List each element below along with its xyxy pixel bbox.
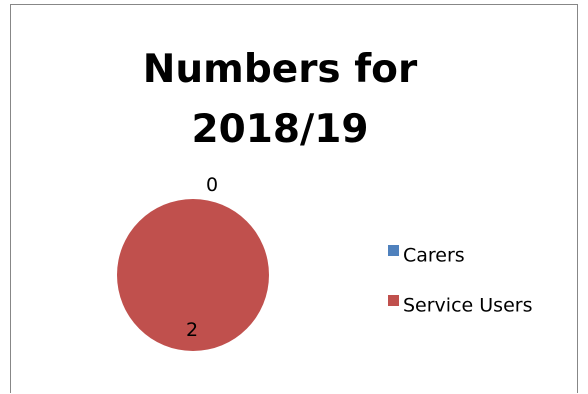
chart-frame: [10, 4, 578, 393]
chart-title: Numbers for 2018/19: [142, 47, 418, 152]
data-label-carers: 0: [206, 174, 218, 196]
legend-label-service-users: Service Users: [403, 295, 532, 317]
pie-data-labels: 02: [186, 174, 218, 341]
pie-slice-service-users: [117, 199, 269, 351]
pie-slices: [117, 199, 269, 351]
data-label-service-users: 2: [186, 319, 198, 341]
legend-swatch-service-users: [388, 295, 399, 306]
legend: Carers Service Users: [388, 245, 532, 317]
legend-swatch-carers: [388, 245, 399, 256]
legend-label-carers: Carers: [403, 245, 465, 267]
